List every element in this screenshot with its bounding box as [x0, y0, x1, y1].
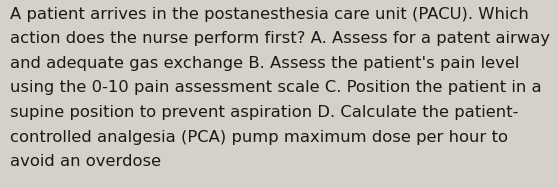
Text: avoid an overdose: avoid an overdose — [10, 154, 161, 169]
Text: using the 0-10 pain assessment scale C. Position the patient in a: using the 0-10 pain assessment scale C. … — [10, 80, 542, 96]
Text: supine position to prevent aspiration D. Calculate the patient-: supine position to prevent aspiration D.… — [10, 105, 518, 120]
Text: A patient arrives in the postanesthesia care unit (PACU). Which: A patient arrives in the postanesthesia … — [10, 7, 529, 22]
Text: and adequate gas exchange B. Assess the patient's pain level: and adequate gas exchange B. Assess the … — [10, 56, 519, 71]
Text: action does the nurse perform first? A. Assess for a patent airway: action does the nurse perform first? A. … — [10, 31, 550, 46]
Text: controlled analgesia (PCA) pump maximum dose per hour to: controlled analgesia (PCA) pump maximum … — [10, 130, 508, 145]
